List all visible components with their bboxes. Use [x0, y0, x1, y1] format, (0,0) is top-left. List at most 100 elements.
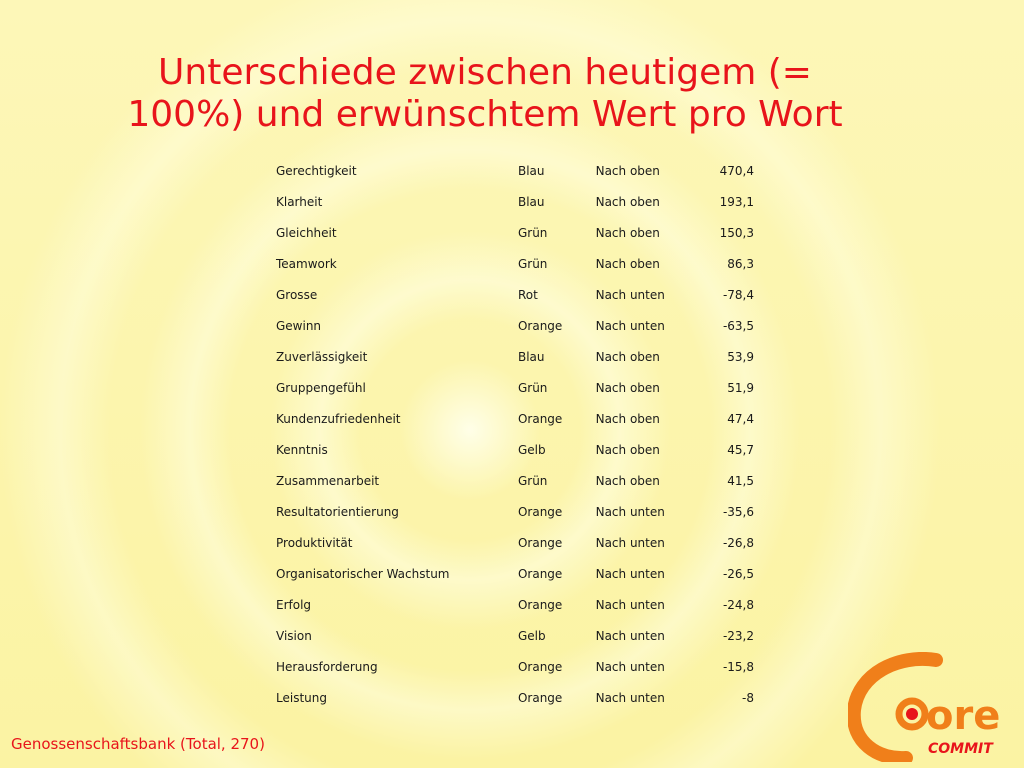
cell-direction: Nach oben: [595, 411, 660, 426]
table-row: Teamwork Grün Nach oben 86,3: [270, 248, 760, 279]
cell-direction: Nach unten: [595, 535, 665, 550]
cell-word: Vision: [276, 628, 312, 643]
table-row: Kundenzufriedenheit Orange Nach oben 47,4: [270, 403, 760, 434]
slide-title: Unterschiede zwischen heutigem (= 100%) …: [40, 52, 930, 136]
cell-color: Orange: [517, 566, 563, 581]
core-commit-logo: ore COMMIT: [848, 652, 1000, 762]
cell-direction: Nach oben: [595, 256, 660, 271]
cell-word: Produktivität: [276, 535, 353, 550]
cell-color: Rot: [517, 287, 538, 302]
cell-direction: Nach unten: [595, 566, 665, 581]
table-row: Produktivität Orange Nach unten -26,8: [270, 527, 760, 558]
cell-color: Grün: [517, 473, 548, 488]
cell-direction: Nach oben: [595, 380, 660, 395]
table-row: Zusammenarbeit Grün Nach oben 41,5: [270, 465, 760, 496]
table-row: Gleichheit Grün Nach oben 150,3: [270, 217, 760, 248]
cell-value: -15,8: [722, 659, 754, 674]
cell-word: Grosse: [276, 287, 318, 302]
cell-word: Herausforderung: [276, 659, 378, 674]
logo-text-main: ore: [926, 693, 1000, 739]
cell-direction: Nach unten: [595, 287, 665, 302]
table-row: Klarheit Blau Nach oben 193,1: [270, 186, 760, 217]
cell-color: Orange: [517, 597, 563, 612]
cell-direction: Nach unten: [595, 690, 665, 705]
cell-value: -63,5: [722, 318, 754, 333]
cell-color: Gelb: [517, 442, 546, 457]
value-difference-table: Gerechtigkeit Blau Nach oben 470,4 Klarheit B…: [270, 155, 760, 713]
cell-color: Grün: [517, 256, 548, 271]
table-row: Vision Gelb Nach unten -23,2: [270, 620, 760, 651]
cell-direction: Nach unten: [595, 628, 665, 643]
cell-word: Kenntnis: [276, 442, 328, 457]
cell-color: Blau: [517, 194, 545, 209]
cell-direction: Nach unten: [595, 504, 665, 519]
logo-red-dot: [906, 708, 918, 720]
cell-color: Orange: [517, 504, 563, 519]
cell-direction: Nach oben: [595, 225, 660, 240]
cell-color: Orange: [517, 411, 563, 426]
cell-word: Gerechtigkeit: [276, 163, 357, 178]
table-row: Gruppengefühl Grün Nach oben 51,9: [270, 372, 760, 403]
cell-color: Orange: [517, 535, 563, 550]
cell-value: -23,2: [722, 628, 754, 643]
cell-color: Gelb: [517, 628, 546, 643]
cell-word: Gewinn: [276, 318, 322, 333]
cell-direction: Nach oben: [595, 194, 660, 209]
cell-word: Zusammenarbeit: [276, 473, 380, 488]
cell-word: Klarheit: [276, 194, 323, 209]
cell-color: Grün: [517, 380, 548, 395]
cell-direction: Nach oben: [595, 473, 660, 488]
cell-value: 45,7: [727, 442, 754, 457]
cell-value: 150,3: [719, 225, 754, 240]
cell-value: 47,4: [727, 411, 754, 426]
cell-value: -35,6: [722, 504, 754, 519]
cell-value: 86,3: [727, 256, 754, 271]
logo-c-arc: [848, 652, 943, 762]
cell-word: Teamwork: [276, 256, 337, 271]
cell-color: Blau: [517, 349, 545, 364]
table-row: Grosse Rot Nach unten -78,4: [270, 279, 760, 310]
table-row: Resultatorientierung Orange Nach unten -35,…: [270, 496, 760, 527]
cell-word: Kundenzufriedenheit: [276, 411, 401, 426]
table-row: Gerechtigkeit Blau Nach oben 470,4: [270, 155, 760, 186]
table-row: Kenntnis Gelb Nach oben 45,7: [270, 434, 760, 465]
cell-direction: Nach unten: [595, 597, 665, 612]
cell-direction: Nach unten: [595, 659, 665, 674]
cell-direction: Nach oben: [595, 349, 660, 364]
cell-direction: Nach unten: [595, 318, 665, 333]
cell-value: 193,1: [719, 194, 754, 209]
table-row: Leistung Orange Nach unten -8: [270, 682, 760, 713]
slide-footer: Genossenschaftsbank (Total, 270): [11, 735, 265, 753]
cell-color: Orange: [517, 318, 563, 333]
cell-word: Resultatorientierung: [276, 504, 399, 519]
cell-word: Gruppengefühl: [276, 380, 366, 395]
title-line-2: 100%) und erwünschtem Wert pro Wort: [127, 94, 843, 135]
cell-value: -8: [742, 690, 754, 705]
title-line-1: Unterschiede zwischen heutigem (=: [158, 52, 812, 93]
cell-direction: Nach oben: [595, 163, 660, 178]
cell-word: Leistung: [276, 690, 327, 705]
cell-word: Zuverlässigkeit: [276, 349, 368, 364]
cell-color: Orange: [517, 690, 563, 705]
cell-word: Organisatorischer Wachstum: [276, 566, 450, 581]
table-row: Zuverlässigkeit Blau Nach oben 53,9: [270, 341, 760, 372]
cell-value: -26,8: [722, 535, 754, 550]
cell-value: 470,4: [719, 163, 754, 178]
table-row: Gewinn Orange Nach unten -63,5: [270, 310, 760, 341]
cell-direction: Nach oben: [595, 442, 660, 457]
cell-color: Orange: [517, 659, 563, 674]
cell-value: -78,4: [722, 287, 754, 302]
table-body: Gerechtigkeit Blau Nach oben 470,4 Klarheit B…: [270, 155, 760, 713]
cell-value: 53,9: [727, 349, 754, 364]
cell-value: -24,8: [722, 597, 754, 612]
cell-color: Grün: [517, 225, 548, 240]
cell-value: -26,5: [722, 566, 754, 581]
logo-text-sub: COMMIT: [928, 741, 994, 757]
cell-value: 51,9: [727, 380, 754, 395]
cell-color: Blau: [517, 163, 545, 178]
table-row: Herausforderung Orange Nach unten -15,8: [270, 651, 760, 682]
table-row: Organisatorischer Wachstum Orange Nach unt…: [270, 558, 760, 589]
table-row: Erfolg Orange Nach unten -24,8: [270, 589, 760, 620]
cell-word: Gleichheit: [276, 225, 337, 240]
